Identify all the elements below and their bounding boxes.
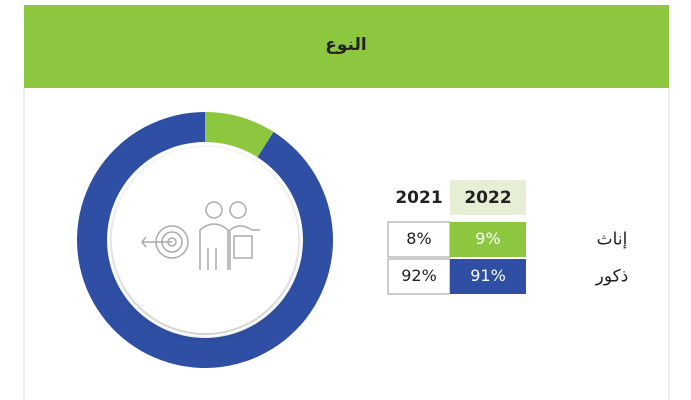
column-header: 2022 bbox=[464, 188, 511, 208]
header-bar bbox=[24, 5, 669, 88]
donut bbox=[76, 112, 334, 369]
table: 2021 2022 إناث 8% 9% ذكور 92% 91% bbox=[387, 180, 629, 295]
donut-segment bbox=[205, 112, 274, 158]
column-header: 2021 bbox=[395, 188, 442, 208]
cell bbox=[450, 259, 526, 294]
cell-text: 9% bbox=[475, 229, 500, 248]
cell-text: 92% bbox=[401, 266, 437, 285]
donut-inner-line bbox=[108, 143, 302, 337]
donut-hole bbox=[112, 147, 298, 333]
row-label: ذكور bbox=[595, 267, 629, 287]
cell-text: 91% bbox=[470, 266, 506, 285]
cell bbox=[387, 221, 451, 258]
icon bbox=[141, 201, 260, 270]
row-label: إناث bbox=[597, 230, 628, 250]
cell-text: 8% bbox=[406, 229, 431, 248]
cell bbox=[450, 222, 526, 257]
cell bbox=[387, 258, 451, 295]
header-cell bbox=[450, 180, 526, 215]
header-title: النوع bbox=[325, 35, 366, 55]
